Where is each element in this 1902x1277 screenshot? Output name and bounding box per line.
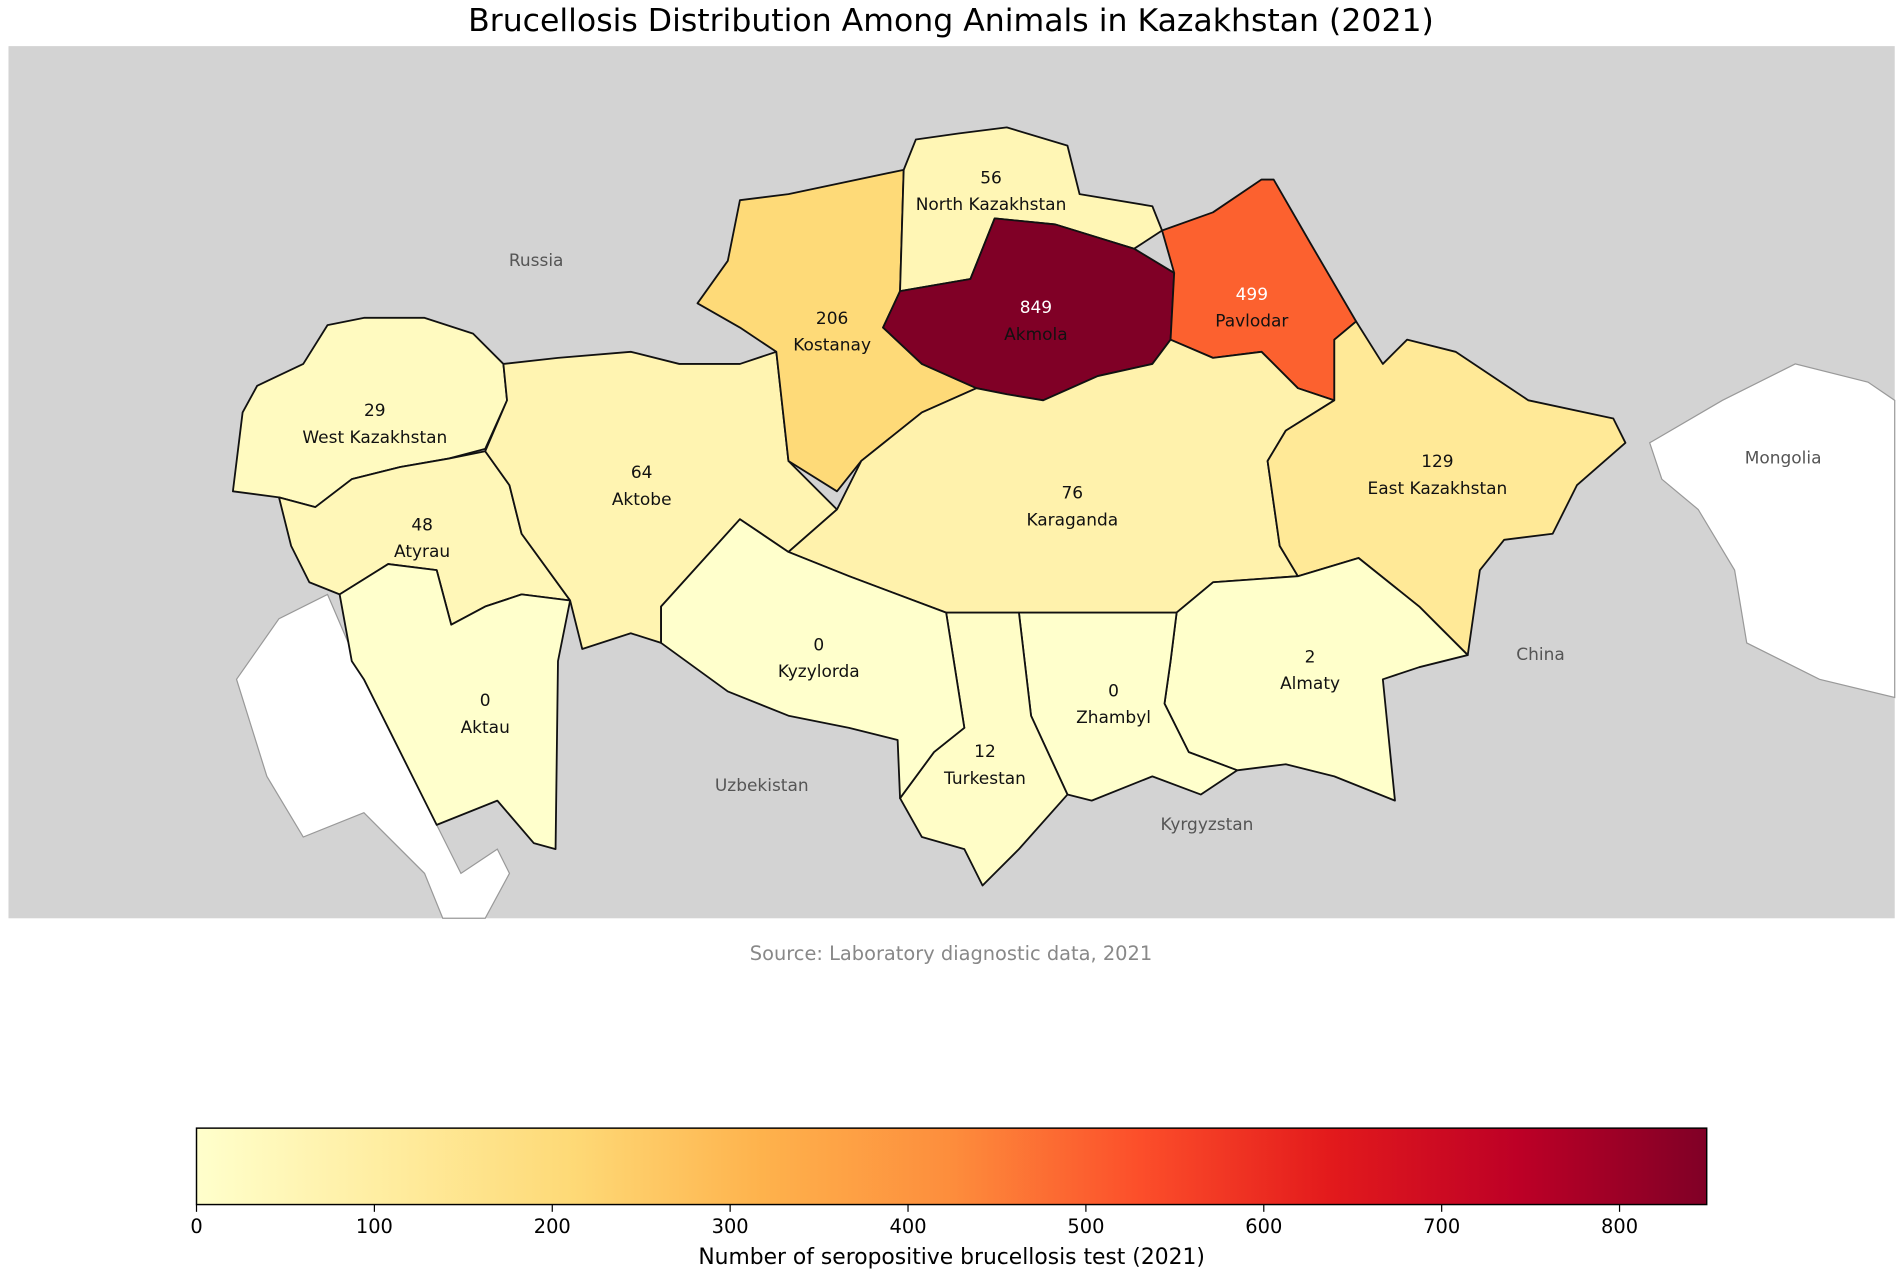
- labels: 29 West Kazakhstan 48 Atyrau 0 Aktau 64 Aktobe 2…: [302, 168, 1821, 835]
- region-value: 849: [1020, 298, 1052, 318]
- colorbar-tick-label: 700: [1423, 1215, 1460, 1238]
- region-value: 0: [480, 691, 491, 711]
- colorbar-tick-label: 500: [1067, 1215, 1104, 1238]
- country-shape: [1648, 363, 1896, 699]
- region-name: Aktau: [461, 718, 510, 738]
- region-name: Aktobe: [612, 490, 672, 510]
- region-value: 129: [1421, 452, 1453, 472]
- regions: [231, 126, 1627, 887]
- region-name: Atyrau: [394, 542, 450, 562]
- region-name: North Kazakhstan: [916, 195, 1067, 215]
- colorbar-tick-label: 800: [1601, 1215, 1638, 1238]
- region-value: 56: [980, 168, 1002, 188]
- region-name: Turkestan: [943, 769, 1026, 789]
- colorbar-gradient: [195, 1127, 1708, 1206]
- country-label: Russia: [509, 251, 564, 271]
- region-value: 2: [1305, 647, 1316, 667]
- region-value: 206: [816, 309, 848, 329]
- region-name: Akmola: [1004, 325, 1067, 345]
- colorbar-tick-label: 600: [1245, 1215, 1282, 1238]
- colorbar-tick-label: 400: [890, 1215, 927, 1238]
- region-value: 12: [974, 742, 996, 762]
- region-value: 76: [1062, 484, 1084, 504]
- country-label: Kyrgyzstan: [1160, 815, 1253, 835]
- region-name: East Kazakhstan: [1368, 479, 1508, 499]
- region-name: Almaty: [1280, 674, 1340, 694]
- region-value: 499: [1236, 285, 1268, 305]
- colorbar: 0 100 200 300 400 500 600 700 800 Number of serop…: [190, 1127, 1708, 1270]
- colorbar-tick-label: 300: [712, 1215, 749, 1238]
- region-name: Kostanay: [793, 336, 871, 356]
- region-value: 48: [411, 515, 433, 535]
- region: [338, 563, 572, 851]
- source-note: Source: Laboratory diagnostic data, 2021: [750, 942, 1152, 965]
- region-name: Karaganda: [1026, 510, 1118, 530]
- map-title: Brucellosis Distribution Among Animals i…: [468, 3, 1434, 39]
- colorbar-tick-label: 200: [534, 1215, 571, 1238]
- colorbar-tick-label: 100: [356, 1215, 393, 1238]
- colorbar-label: Number of seropositive brucellosis test …: [698, 1245, 1205, 1270]
- region-name: Pavlodar: [1215, 311, 1288, 331]
- country-label: Mongolia: [1745, 449, 1822, 469]
- region: [660, 518, 966, 800]
- country-label: China: [1516, 645, 1564, 665]
- colorbar-tick-label: 0: [190, 1215, 202, 1238]
- country-label: Uzbekistan: [715, 776, 809, 796]
- region-value: 64: [631, 463, 653, 483]
- region: [1266, 320, 1627, 656]
- region-name: West Kazakhstan: [302, 428, 447, 448]
- region-value: 29: [364, 401, 386, 421]
- region-value: 0: [1108, 681, 1119, 701]
- region-name: Kyzylorda: [778, 662, 860, 682]
- region-value: 0: [813, 635, 824, 655]
- region-name: Zhambyl: [1076, 708, 1151, 728]
